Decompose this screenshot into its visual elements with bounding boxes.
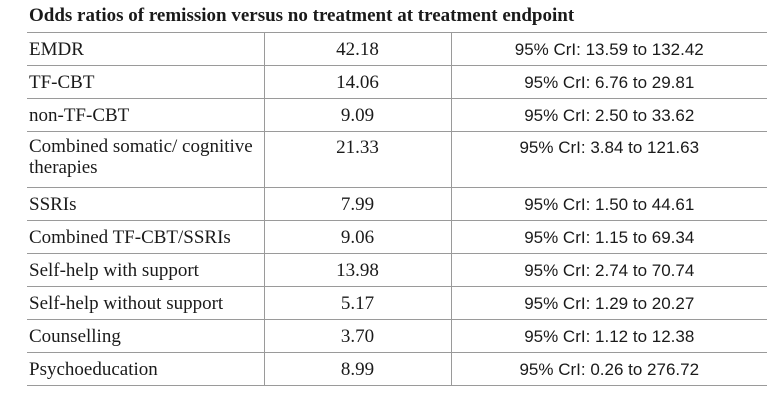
treatment-cell: Psychoeducation [29, 358, 158, 380]
table-row: SSRIs 7.99 95% CrI: 1.50 to 44.61 [27, 187, 767, 221]
table-row: EMDR 42.18 95% CrI: 13.59 to 132.42 [27, 32, 767, 66]
treatment-cell: Self-help without support [29, 292, 224, 314]
odds-ratio-cell: 42.18 [263, 32, 451, 66]
credible-interval-cell: 95% CrI: 2.74 to 70.74 [450, 253, 767, 287]
odds-ratio-cell: 3.70 [263, 319, 451, 353]
table-row: TF-CBT 14.06 95% CrI: 6.76 to 29.81 [27, 65, 767, 99]
treatment-cell: Combined somatic/ cognitive therapies [29, 136, 253, 178]
treatment-cell: Self-help with support [29, 259, 199, 281]
credible-interval-cell: 95% CrI: 0.26 to 276.72 [450, 352, 767, 386]
table-row: non-TF-CBT 9.09 95% CrI: 2.50 to 33.62 [27, 98, 767, 132]
table-row: Counselling 3.70 95% CrI: 1.12 to 12.38 [27, 319, 767, 353]
treatment-cell: Counselling [29, 325, 121, 347]
credible-interval-cell: 95% CrI: 6.76 to 29.81 [450, 65, 767, 99]
table-row: Self-help without support 5.17 95% CrI: … [27, 286, 767, 320]
credible-interval-cell: 95% CrI: 1.29 to 20.27 [450, 286, 767, 320]
treatment-cell: Combined TF-CBT/SSRIs [29, 226, 231, 248]
credible-interval-cell: 95% CrI: 1.50 to 44.61 [450, 187, 767, 221]
table-row: Psychoeducation 8.99 95% CrI: 0.26 to 27… [27, 352, 767, 386]
odds-ratio-cell: 5.17 [263, 286, 451, 320]
table-row: Combined TF-CBT/SSRIs 9.06 95% CrI: 1.15… [27, 220, 767, 254]
odds-ratio-table-container: Odds ratios of remission versus no treat… [27, 4, 767, 386]
odds-ratio-cell: 13.98 [263, 253, 451, 287]
treatment-cell: EMDR [29, 38, 84, 60]
credible-interval-cell: 95% CrI: 1.15 to 69.34 [450, 220, 767, 254]
odds-ratio-cell: 21.33 [263, 131, 451, 188]
odds-ratio-cell: 7.99 [263, 187, 451, 221]
odds-ratio-cell: 9.06 [263, 220, 451, 254]
odds-ratio-cell: 8.99 [263, 352, 451, 386]
table-row: Self-help with support 13.98 95% CrI: 2.… [27, 253, 767, 287]
odds-ratio-cell: 9.09 [263, 98, 451, 132]
credible-interval-cell: 95% CrI: 1.12 to 12.38 [450, 319, 767, 353]
table-caption: Odds ratios of remission versus no treat… [29, 5, 575, 26]
treatment-cell: non-TF-CBT [29, 104, 130, 126]
credible-interval-cell: 95% CrI: 3.84 to 121.63 [450, 131, 767, 188]
credible-interval-cell: 95% CrI: 2.50 to 33.62 [450, 98, 767, 132]
odds-ratio-table: EMDR 42.18 95% CrI: 13.59 to 132.42 TF-C… [27, 32, 767, 386]
table-row: Combined somatic/ cognitive therapies 21… [27, 131, 767, 188]
treatment-cell: TF-CBT [29, 71, 95, 93]
odds-ratio-cell: 14.06 [263, 65, 451, 99]
treatment-cell: SSRIs [29, 193, 77, 215]
credible-interval-cell: 95% CrI: 13.59 to 132.42 [450, 32, 767, 66]
